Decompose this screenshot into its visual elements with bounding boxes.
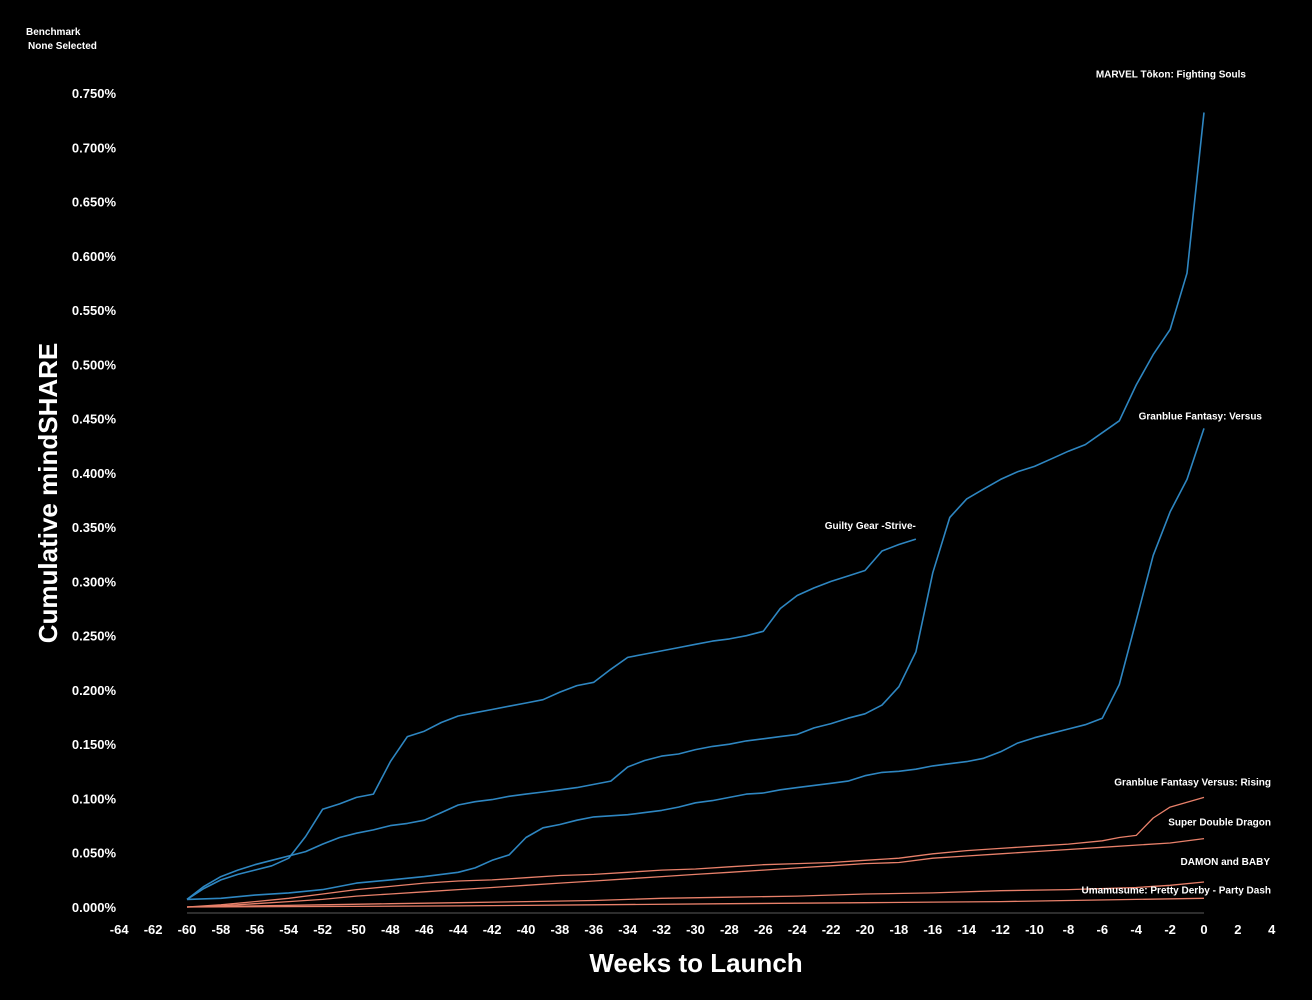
y-axis-ticks: 0.000% 0.050% 0.100% 0.150% 0.200% 0.250% 0.30… <box>72 86 117 915</box>
series-line <box>186 897 1205 908</box>
y-tick-label: 0.250% <box>72 629 117 644</box>
x-axis-title: Weeks to Launch <box>589 948 802 978</box>
x-axis-ticks: -64 -62 -60 -58 -56 -54 -52 -50 -48 -46 -44 -42 -40-… <box>110 922 1276 937</box>
series-label: Guilty Gear -Strive- <box>825 521 916 532</box>
series-line <box>186 881 1205 908</box>
x-tick-label: -12 <box>991 922 1010 937</box>
x-tick-label: -16 <box>923 922 942 937</box>
x-tick-label: -64 <box>110 922 130 937</box>
benchmark-label: Benchmark <box>26 27 81 38</box>
x-tick-label: -4 <box>1130 922 1142 937</box>
x-tick-label: -58 <box>212 922 231 937</box>
y-tick-label: 0.750% <box>72 86 117 101</box>
x-tick-label: -6 <box>1097 922 1109 937</box>
series-labels: Guilty Gear -Strive- MARVEL Tōkon: Fighti… <box>825 70 1271 897</box>
series-label: Super Double Dragon <box>1168 818 1271 829</box>
x-tick-label: -52 <box>313 922 332 937</box>
series-line <box>186 112 1205 901</box>
x-tick-label: -54 <box>279 922 299 937</box>
y-tick-label: 0.550% <box>72 303 117 318</box>
x-tick-label: 2 <box>1234 922 1241 937</box>
series-line <box>186 538 917 901</box>
x-tick-label: 0 <box>1200 922 1207 937</box>
x-tick-label: -24 <box>788 922 808 937</box>
x-tick-label: -30 <box>686 922 705 937</box>
x-tick-label: -20 <box>856 922 875 937</box>
y-tick-label: 0.000% <box>72 900 117 915</box>
x-tick-label: -50 <box>347 922 366 937</box>
x-tick-label: -26 <box>754 922 773 937</box>
y-tick-label: 0.100% <box>72 791 117 806</box>
series-label: Granblue Fantasy Versus: Rising <box>1114 777 1271 788</box>
x-tick-label: -42 <box>483 922 502 937</box>
x-tick-label: -10 <box>1025 922 1044 937</box>
x-tick-label: -36 <box>584 922 603 937</box>
y-tick-label: 0.300% <box>72 574 117 589</box>
x-tick-label: -34 <box>618 922 638 937</box>
series-lines <box>186 112 1205 908</box>
x-tick-label: -62 <box>144 922 163 937</box>
series-line <box>186 796 1205 908</box>
x-tick-label: -2 <box>1164 922 1176 937</box>
y-tick-label: 0.650% <box>72 195 117 210</box>
series-label: MARVEL Tōkon: Fighting Souls <box>1096 70 1247 81</box>
x-tick-label: -60 <box>178 922 197 937</box>
x-tick-label: -32 <box>652 922 671 937</box>
x-tick-label: -14 <box>957 922 977 937</box>
y-tick-label: 0.050% <box>72 846 117 861</box>
y-tick-label: 0.200% <box>72 683 117 698</box>
y-tick-label: 0.500% <box>72 357 117 372</box>
x-tick-label: -22 <box>822 922 841 937</box>
y-tick-label: 0.600% <box>72 249 117 264</box>
x-tick-label: -48 <box>381 922 400 937</box>
benchmark-filter[interactable]: Benchmark None Selected <box>26 26 97 54</box>
y-tick-label: 0.400% <box>72 466 117 481</box>
x-tick-label: -56 <box>245 922 264 937</box>
x-tick-label: 4 <box>1268 922 1276 937</box>
y-tick-label: 0.350% <box>72 520 117 535</box>
x-tick-label: -46 <box>415 922 434 937</box>
y-tick-label: 0.450% <box>72 412 117 427</box>
x-tick-label: -18 <box>890 922 909 937</box>
series-label: Granblue Fantasy: Versus <box>1139 411 1263 422</box>
series-line <box>186 837 1205 908</box>
series-line <box>186 428 1205 901</box>
x-tick-label: -40 <box>517 922 536 937</box>
y-axis-title: Cumulative mindSHARE <box>33 343 63 644</box>
y-tick-label: 0.150% <box>72 737 117 752</box>
x-tick-label: -44 <box>449 922 469 937</box>
x-tick-label: -8 <box>1063 922 1075 937</box>
series-label: DAMON and BABY <box>1181 857 1271 868</box>
y-tick-label: 0.700% <box>72 140 117 155</box>
series-label: Umamusume: Pretty Derby - Party Dash <box>1081 885 1271 896</box>
x-tick-label: -28 <box>720 922 739 937</box>
x-tick-label: -38 <box>551 922 570 937</box>
benchmark-value[interactable]: None Selected <box>28 41 97 52</box>
